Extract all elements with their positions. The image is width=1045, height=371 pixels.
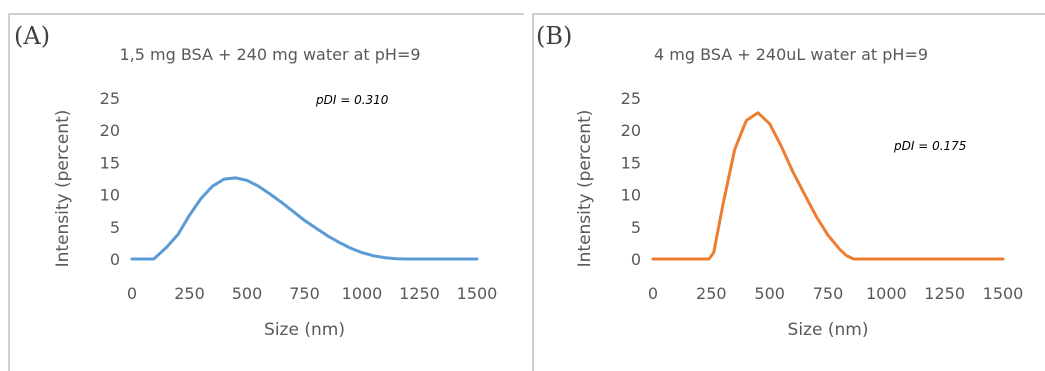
chart-panel-b: (B) 4 mg BSA + 240uL water at pH=9 0 5 10 15…	[532, 0, 1045, 371]
y-tick-label: 5	[631, 218, 641, 237]
y-tick-label: 5	[110, 218, 120, 237]
line-chart-b: 4 mg BSA + 240uL water at pH=9 0 5 10 15 20 25…	[575, 45, 1024, 340]
panel-label: (A)	[14, 22, 51, 50]
y-tick-label: 10	[621, 186, 641, 205]
x-tick-label: 1500	[983, 284, 1024, 303]
chart-title: 4 mg BSA + 240uL water at pH=9	[654, 45, 928, 64]
x-tick-label: 0	[127, 284, 137, 303]
y-tick-label: 25	[100, 89, 120, 108]
y-tick-label: 0	[631, 250, 641, 269]
x-tick-label: 1250	[924, 284, 965, 303]
y-axis-label: Intensity (percent)	[575, 110, 595, 268]
y-axis-label: Intensity (percent)	[53, 110, 73, 268]
pdi-annotation: pDI = 0.175	[893, 139, 966, 153]
x-tick-label: 500	[754, 284, 785, 303]
y-tick-label: 20	[100, 121, 120, 140]
pdi-annotation: pDI = 0.310	[315, 93, 389, 107]
panel-label: (B)	[536, 22, 573, 50]
x-tick-label: 250	[696, 284, 727, 303]
x-axis-label: Size (nm)	[788, 320, 869, 340]
panel-frame	[8, 13, 524, 371]
line-chart-a: 1,5 mg BSA + 240 mg water at pH=9 0 5 10 15 2…	[53, 45, 498, 340]
series-line-0	[130, 176, 479, 261]
y-tick-label: 0	[110, 250, 120, 269]
x-axis-label: Size (nm)	[264, 320, 345, 340]
y-tick-label: 15	[100, 153, 120, 172]
chart-title: 1,5 mg BSA + 240 mg water at pH=9	[119, 45, 420, 64]
y-tick-label: 15	[621, 153, 641, 172]
panel-frame	[532, 13, 1045, 371]
chart-panel-a: (A) 1,5 mg BSA + 240 mg water at pH=9 0 5 1…	[0, 0, 524, 371]
series-line-0	[651, 111, 1005, 261]
x-tick-label: 1000	[866, 284, 907, 303]
x-tick-label: 1500	[457, 284, 498, 303]
x-tick-label: 1250	[399, 284, 440, 303]
y-tick-label: 20	[621, 121, 641, 140]
x-tick-label: 500	[232, 284, 263, 303]
y-tick-label: 10	[100, 186, 120, 205]
x-tick-label: 750	[813, 284, 844, 303]
x-tick-label: 250	[174, 284, 205, 303]
x-tick-label: 0	[648, 284, 658, 303]
x-tick-label: 1000	[342, 284, 383, 303]
y-tick-label: 25	[621, 89, 641, 108]
x-tick-label: 750	[289, 284, 320, 303]
